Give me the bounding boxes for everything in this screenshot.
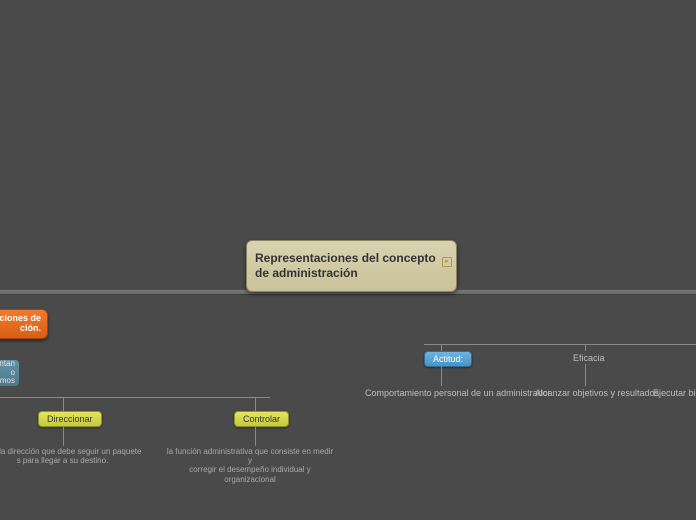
label-ejecutar: Ejecutar bien	[653, 388, 696, 398]
connector	[441, 366, 442, 386]
root-node[interactable]: Representaciones del concepto de adminis…	[246, 240, 457, 292]
label-eficacia: Eficacia	[573, 353, 605, 363]
leftghost-node[interactable]: ntan o mos	[0, 360, 19, 386]
desc-direccionar: inar la dirección que debe seguir un paq…	[0, 447, 150, 465]
node-label: Direccionar	[47, 414, 93, 424]
root-title: Representaciones del concepto de adminis…	[255, 251, 448, 281]
label-comport: Comportamiento personal de un administra…	[365, 388, 551, 398]
desc-controlar: la función administrativa que consiste e…	[165, 447, 335, 484]
expand-icon[interactable]: ▸	[442, 257, 452, 267]
leftghost-text: ntan o mos	[0, 360, 15, 385]
connector	[255, 397, 256, 411]
connector	[585, 344, 586, 351]
connector	[441, 344, 442, 351]
connector	[63, 426, 64, 446]
orange-node[interactable]: ciones de ción.	[0, 309, 48, 339]
label-alcanzar: Alcanzar objetivos y resultados	[535, 388, 659, 398]
orange-text: ciones de ción.	[0, 314, 41, 334]
connector	[63, 397, 64, 411]
node-direccionar[interactable]: Direccionar	[38, 411, 102, 427]
connector	[585, 364, 586, 386]
connector	[255, 426, 256, 446]
mindmap-canvas[interactable]: Representaciones del concepto de adminis…	[0, 0, 696, 520]
node-label: Actitud:	[433, 354, 463, 364]
node-controlar[interactable]: Controlar	[234, 411, 289, 427]
node-label: Controlar	[243, 414, 280, 424]
connector	[0, 397, 270, 398]
connector	[424, 344, 696, 345]
node-actitud[interactable]: Actitud:	[424, 351, 472, 367]
